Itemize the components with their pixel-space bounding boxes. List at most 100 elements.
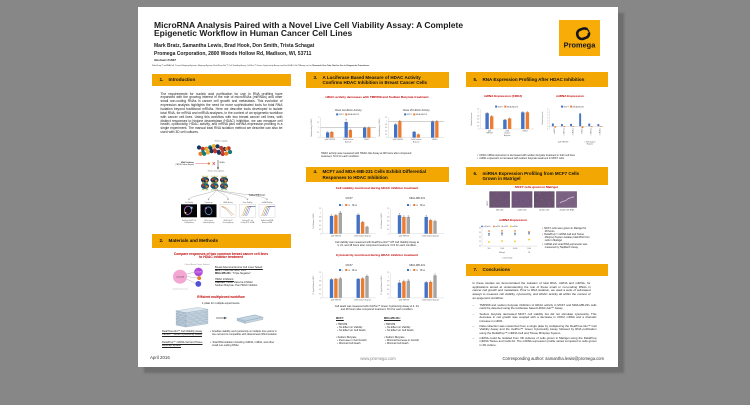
svg-text:miR21: miR21: [554, 127, 556, 134]
svg-text:1.2: 1.2: [387, 208, 389, 210]
svg-text:HDACs: HDACs: [220, 161, 226, 164]
svg-text:Butyrate: Butyrate: [345, 140, 352, 143]
svg-text:1: 1: [547, 123, 548, 125]
svg-text:0.2: 0.2: [477, 125, 479, 127]
svg-text:1.2: 1.2: [319, 272, 321, 274]
svg-text:Histone Deacetylation: Histone Deacetylation: [208, 170, 224, 173]
svg-text:0: 0: [320, 233, 321, 235]
svg-text:500 Cells: 500 Cells: [496, 209, 504, 211]
svg-text:0.2: 0.2: [319, 229, 321, 231]
svg-text:0.8: 0.8: [477, 115, 479, 117]
svg-text:0: 0: [318, 137, 319, 139]
svg-text:Promega: Promega: [564, 40, 597, 49]
svg-text:CellTox Green: CellTox Green: [204, 220, 213, 222]
svg-text:Histone Capping: Histone Capping: [215, 140, 228, 143]
svg-text:miR16a: miR16a: [591, 127, 593, 135]
svg-text:1.5: 1.5: [317, 122, 319, 124]
svg-text:0.6: 0.6: [385, 127, 387, 129]
svg-text:1µM TMP269: 1µM TMP269: [558, 141, 569, 143]
svg-text:1µM TMP269: 1µM TMP269: [325, 139, 336, 141]
svg-text:10,000: 10,000: [513, 248, 518, 250]
svg-text:3: 3: [547, 117, 548, 119]
svg-text:MDA-MB-231: MDA-MB-231: [348, 113, 359, 116]
svg-text:1µM TMP269: 1µM TMP269: [399, 235, 410, 237]
svg-text:miRNA Profiling: miRNA Profiling: [262, 201, 273, 204]
svg-text:48: 48: [423, 269, 425, 271]
svg-text:0: 0: [478, 128, 479, 130]
svg-text:0.6: 0.6: [387, 284, 389, 286]
svg-text:2: 2: [318, 117, 319, 119]
svg-text:2mM Sodium: 2mM Sodium: [411, 139, 422, 141]
svg-text:48: 48: [355, 204, 357, 206]
svg-text:1: 1: [478, 111, 479, 113]
svg-text:MCF7: MCF7: [487, 200, 489, 205]
svg-text:Class I/II HDAC Activity: Class I/II HDAC Activity: [403, 108, 431, 112]
svg-text:Cytotoxicity: Cytotoxicity: [205, 201, 213, 204]
svg-text:2mM Sodium: 2mM Sodium: [343, 139, 354, 141]
svg-text:Luminal A: Luminal A: [176, 275, 184, 278]
svg-text:DMSO: DMSO: [522, 130, 528, 132]
svg-text:4: 4: [547, 114, 548, 116]
svg-text:1µM TMP269: 1µM TMP269: [331, 299, 342, 301]
svg-text:0.8: 0.8: [319, 216, 321, 218]
svg-text:10,000 Cells RNA: 10,000 Cells RNA: [559, 208, 574, 211]
svg-text:20: 20: [479, 245, 481, 247]
svg-text:48: 48: [355, 269, 357, 271]
svg-text:1µM TMP269: 1µM TMP269: [331, 235, 342, 237]
svg-text:0: 0: [547, 125, 548, 127]
svg-text:RealTime-Glo MT Cell: RealTime-Glo MT Cell: [182, 220, 197, 222]
svg-text:1: 1: [388, 276, 389, 278]
svg-text:1.2: 1.2: [477, 108, 479, 110]
svg-text:4: 4: [342, 269, 343, 271]
svg-text:1.2: 1.2: [385, 117, 387, 119]
svg-text:0.6: 0.6: [319, 220, 321, 222]
svg-text:Viability Assay: Viability Assay: [184, 221, 193, 224]
svg-text:TaqMan Small RNA: TaqMan Small RNA: [261, 219, 274, 222]
svg-text:1: 1: [320, 212, 321, 214]
svg-text:MDA-MB-231: MDA-MB-231: [573, 105, 584, 108]
svg-text:0.5: 0.5: [317, 132, 319, 134]
svg-text:Relative Activity (to DMSO): Relative Activity (to DMSO): [378, 118, 381, 137]
svg-text:Butyrate: Butyrate: [587, 142, 594, 145]
svg-text:0.8: 0.8: [387, 280, 389, 282]
svg-text:MDA-MB-231: MDA-MB-231: [507, 105, 518, 108]
svg-text:RLU Relative to DMSO: RLU Relative to DMSO: [312, 212, 315, 228]
svg-text:miR21: miR21: [504, 226, 509, 228]
svg-text:2: 2: [547, 120, 548, 122]
svg-text:MCF7: MCF7: [407, 114, 412, 116]
svg-text:Gene Profiling: Gene Profiling: [243, 201, 253, 204]
svg-text:(TMP269, Sodium Butyrate): (TMP269, Sodium Butyrate): [175, 163, 194, 166]
svg-text:GoScript RT and: GoScript RT and: [242, 219, 253, 222]
svg-text:1: 1: [386, 120, 387, 122]
svg-text:4: 4: [410, 204, 411, 206]
svg-text:1.2: 1.2: [319, 208, 321, 210]
svg-text:2D: 2D: [528, 252, 531, 254]
svg-text:miR21: miR21: [582, 127, 584, 134]
svg-text:1µM TMP269: 1µM TMP269: [393, 139, 404, 141]
svg-text:24: 24: [348, 204, 350, 206]
svg-text:MDA-MB-231: MDA-MB-231: [409, 196, 425, 200]
svg-text:MDA-MB-231: MDA-MB-231: [409, 263, 425, 267]
svg-text:4: 4: [342, 204, 343, 206]
svg-text:MCF7: MCF7: [564, 106, 569, 108]
svg-text:miR26a: miR26a: [572, 127, 574, 135]
svg-text:DMSO: DMSO: [364, 139, 370, 141]
svg-text:0: 0: [388, 297, 389, 299]
svg-text:2 mM Sodium: 2 mM Sodium: [585, 141, 596, 143]
svg-text:DMSO: DMSO: [432, 139, 438, 141]
svg-text:2mM Sodium Butyrate: 2mM Sodium Butyrate: [422, 234, 439, 237]
svg-text:6: 6: [547, 109, 548, 111]
svg-text:Sodium: Sodium: [504, 132, 510, 134]
svg-text:Cytotoxicity Assay: Cytotoxicity Assay: [203, 221, 215, 224]
svg-text:30: 30: [479, 236, 481, 238]
svg-text:0.4: 0.4: [477, 121, 479, 123]
svg-text:Matrigel: Matrigel: [499, 251, 506, 254]
svg-text:25: 25: [479, 241, 481, 243]
svg-text:1.2: 1.2: [387, 272, 389, 274]
svg-text:0.4: 0.4: [387, 224, 389, 226]
svg-text:0.4: 0.4: [387, 289, 389, 291]
svg-text:MCF7: MCF7: [498, 106, 503, 108]
svg-text:1,000: 1,000: [527, 248, 531, 250]
svg-text:HDAC-Glo I/II: HDAC-Glo I/II: [224, 219, 233, 222]
svg-text:1µM: 1µM: [488, 130, 492, 132]
